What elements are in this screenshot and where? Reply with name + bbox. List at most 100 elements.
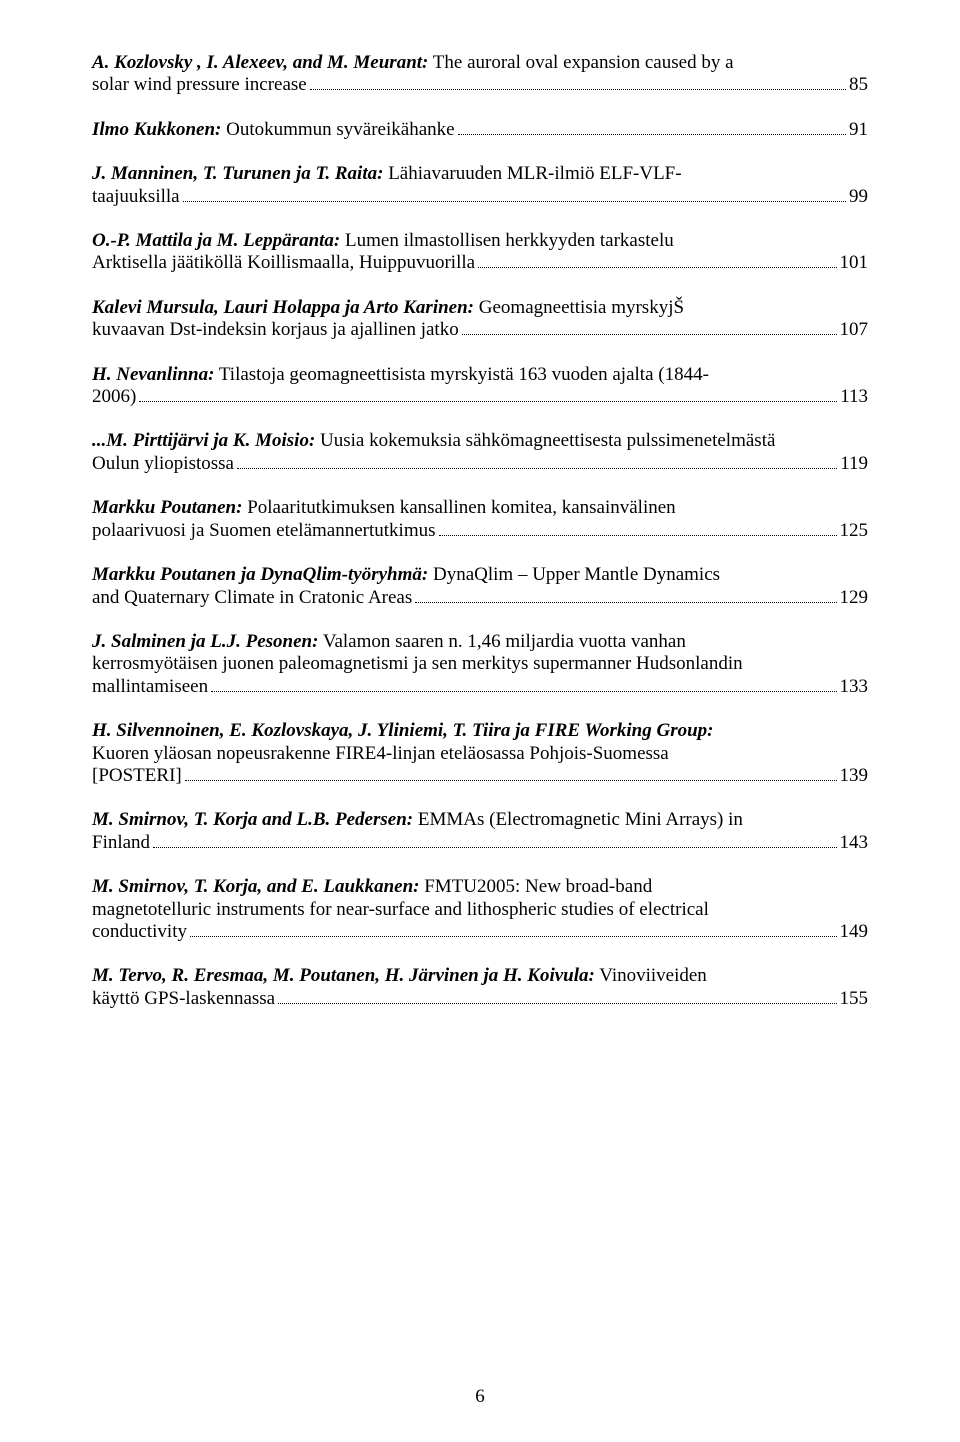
toc-line: conductivity 149 [92,921,868,943]
leader-dots [153,847,836,848]
toc-authors: M. Tervo, R. Eresmaa, M. Poutanen, H. Jä… [92,965,595,986]
toc-pretext: Kalevi Mursula, Lauri Holappa ja Arto Ka… [92,297,868,319]
toc-page-ref: 119 [840,453,868,475]
toc-title-fragment: and Quaternary Climate in Cratonic Areas [92,587,412,609]
toc-title-fragment: taajuuksilla [92,186,180,208]
toc-pretext: H. Nevanlinna: Tilastoja geomagneettisis… [92,364,868,386]
toc-entry: H. Nevanlinna: Tilastoja geomagneettisis… [92,364,868,409]
toc-page-ref: 139 [840,765,869,787]
toc-entry: J. Salminen ja L.J. Pesonen: Valamon saa… [92,631,868,698]
toc-page-ref: 155 [840,988,869,1010]
toc-title-fragment: Vinoviiveiden [595,965,707,986]
toc-title-fragment: 2006) [92,386,136,408]
toc-authors: H. Nevanlinna: [92,364,214,385]
toc-line: taajuuksilla 99 [92,186,868,208]
leader-dots [211,691,836,692]
toc-authors: ...M. Pirttijärvi ja K. Moisio: [92,430,315,451]
toc-line: kuvaavan Dst-indeksin korjaus ja ajallin… [92,319,868,341]
toc-title-fragment: käyttö GPS-laskennassa [92,988,275,1010]
toc-page: A. Kozlovsky , I. Alexeev, and M. Meuran… [0,0,960,1442]
toc-entry: A. Kozlovsky , I. Alexeev, and M. Meuran… [92,52,868,97]
toc-entry: O.-P. Mattila ja M. Leppäranta: Lumen il… [92,230,868,275]
toc-line: Ilmo Kukkonen: Outokummun syväreikähanke… [92,119,868,141]
toc-title-fragment: The auroral oval expansion caused by a [428,52,733,73]
leader-dots [458,134,846,135]
toc-title-fragment: kerrosmyötäisen juonen paleomagnetismi j… [92,653,743,674]
toc-line: Finland143 [92,832,868,854]
leader-dots [478,267,836,268]
toc-entry: Markku Poutanen ja DynaQlim-työryhmä: Dy… [92,564,868,609]
toc-entry: H. Silvennoinen, E. Kozlovskaya, J. Ylin… [92,720,868,787]
toc-pretext: M. Smirnov, T. Korja and L.B. Pedersen: … [92,809,868,831]
toc-title-fragment: mallintamiseen [92,676,208,698]
leader-dots [183,201,846,202]
toc-line: Oulun yliopistossa 119 [92,453,868,475]
toc-line: solar wind pressure increase 85 [92,74,868,96]
toc-title-fragment: Lähiavaruuden MLR-ilmiö ELF-VLF- [383,163,681,184]
toc-entry: Markku Poutanen: Polaaritutkimuksen kans… [92,497,868,542]
toc-pretext: A. Kozlovsky , I. Alexeev, and M. Meuran… [92,52,868,74]
toc-pretext: M. Tervo, R. Eresmaa, M. Poutanen, H. Jä… [92,965,868,987]
toc-title-fragment: Kuoren yläosan nopeusrakenne FIRE4-linja… [92,743,669,764]
toc-page-ref: 101 [840,252,869,274]
toc-title-fragment: DynaQlim – Upper Mantle Dynamics [428,564,720,585]
leader-dots [439,535,837,536]
toc-page-ref: 113 [840,386,868,408]
toc-page-ref: 107 [840,319,869,341]
toc-pretext: H. Silvennoinen, E. Kozlovskaya, J. Ylin… [92,720,868,765]
toc-line: and Quaternary Climate in Cratonic Areas… [92,587,868,609]
toc-authors: M. Smirnov, T. Korja and L.B. Pedersen: [92,809,413,830]
toc-pretext: Markku Poutanen ja DynaQlim-työryhmä: Dy… [92,564,868,586]
toc-page-ref: 149 [840,921,869,943]
toc-authors: J. Salminen ja L.J. Pesonen: [92,631,318,652]
toc-title-fragment: Valamon saaren n. 1,46 miljardia vuotta … [318,631,685,652]
toc-title-fragment: Uusia kokemuksia sähkömagneettisesta pul… [315,430,775,451]
toc-title-fragment: [POSTERI] [92,765,182,787]
toc-entry: M. Smirnov, T. Korja, and E. Laukkanen: … [92,876,868,943]
toc-title-fragment: Tilastoja geomagneettisista myrskyistä 1… [214,364,708,385]
toc-page-ref: 133 [840,676,869,698]
toc-entries: A. Kozlovsky , I. Alexeev, and M. Meuran… [92,52,868,1010]
toc-title-fragment: Geomagneettisia myrskyjŠ [474,297,684,318]
toc-title-fragment: solar wind pressure increase [92,74,307,96]
toc-line: polaarivuosi ja Suomen etelämannertutkim… [92,520,868,542]
toc-entry: ...M. Pirttijärvi ja K. Moisio: Uusia ko… [92,430,868,475]
toc-authors: M. Smirnov, T. Korja, and E. Laukkanen: [92,876,419,897]
toc-page-ref: 125 [840,520,869,542]
toc-title-fragment: EMMAs (Electromagnetic Mini Arrays) in [413,809,743,830]
toc-pretext: ...M. Pirttijärvi ja K. Moisio: Uusia ko… [92,430,868,452]
toc-entry: Ilmo Kukkonen: Outokummun syväreikähanke… [92,119,868,141]
toc-authors: Ilmo Kukkonen: [92,119,221,140]
toc-authors: Markku Poutanen: [92,497,242,518]
toc-entry: Kalevi Mursula, Lauri Holappa ja Arto Ka… [92,297,868,342]
toc-pretext: Markku Poutanen: Polaaritutkimuksen kans… [92,497,868,519]
toc-page-ref: 85 [849,74,868,96]
leader-dots [415,602,836,603]
toc-title-fragment: Oulun yliopistossa [92,453,234,475]
toc-title-fragment: Lumen ilmastollisen herkkyyden tarkastel… [340,230,673,251]
toc-title-fragment: Polaaritutkimuksen kansallinen komitea, … [242,497,675,518]
toc-authors: Markku Poutanen ja DynaQlim-työryhmä: [92,564,428,585]
toc-line: 2006) 113 [92,386,868,408]
toc-authors: Kalevi Mursula, Lauri Holappa ja Arto Ka… [92,297,474,318]
toc-authors: J. Manninen, T. Turunen ja T. Raita: [92,163,383,184]
toc-pretext: M. Smirnov, T. Korja, and E. Laukkanen: … [92,876,868,921]
toc-line: Arktisella jäätiköllä Koillismaalla, Hui… [92,252,868,274]
leader-dots [278,1003,836,1004]
toc-title-fragment: kuvaavan Dst-indeksin korjaus ja ajallin… [92,319,459,341]
toc-line: [POSTERI] 139 [92,765,868,787]
toc-pretext: O.-P. Mattila ja M. Leppäranta: Lumen il… [92,230,868,252]
toc-title-fragment: Outokummun syväreikähanke [221,119,454,140]
toc-page-ref: 129 [840,587,869,609]
toc-text: Ilmo Kukkonen: Outokummun syväreikähanke [92,119,455,141]
toc-entry: M. Smirnov, T. Korja and L.B. Pedersen: … [92,809,868,854]
toc-title-fragment: polaarivuosi ja Suomen etelämannertutkim… [92,520,436,542]
toc-line: mallintamiseen 133 [92,676,868,698]
toc-page-ref: 143 [840,832,869,854]
toc-line: käyttö GPS-laskennassa 155 [92,988,868,1010]
toc-entry: J. Manninen, T. Turunen ja T. Raita: Läh… [92,163,868,208]
toc-page-ref: 91 [849,119,868,141]
toc-title-fragment: conductivity [92,921,187,943]
page-number: 6 [0,1386,960,1408]
toc-authors: A. Kozlovsky , I. Alexeev, and M. Meuran… [92,52,428,73]
